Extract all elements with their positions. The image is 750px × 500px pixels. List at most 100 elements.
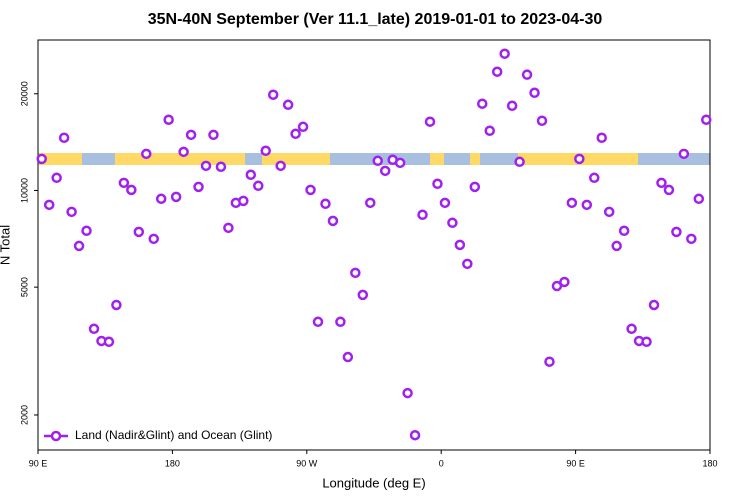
x-tick-label: 90 E bbox=[29, 458, 48, 468]
data-point bbox=[342, 351, 354, 363]
data-point bbox=[81, 225, 92, 237]
data-point bbox=[589, 172, 600, 184]
data-point bbox=[477, 98, 488, 109]
data-point bbox=[245, 169, 257, 181]
data-point bbox=[357, 289, 369, 301]
data-point bbox=[126, 184, 137, 196]
data-point bbox=[320, 198, 331, 210]
data-point bbox=[663, 184, 675, 196]
data-point bbox=[701, 114, 712, 125]
data-point bbox=[394, 157, 406, 169]
data-point bbox=[656, 177, 667, 189]
data-point bbox=[215, 161, 227, 173]
data-point bbox=[409, 429, 421, 441]
data-point bbox=[529, 87, 540, 99]
data-point bbox=[178, 146, 189, 158]
data-point bbox=[305, 184, 316, 196]
data-point bbox=[402, 387, 413, 399]
data-point bbox=[671, 226, 682, 238]
data-point bbox=[260, 145, 271, 157]
data-point bbox=[58, 132, 70, 143]
data-point bbox=[626, 323, 637, 335]
data-point bbox=[484, 125, 495, 137]
data-point bbox=[596, 132, 607, 143]
data-point bbox=[66, 206, 77, 218]
data-point bbox=[566, 197, 578, 209]
x-axis-label: Longitude (deg E) bbox=[322, 475, 425, 490]
data-point bbox=[282, 99, 294, 111]
x-tick-label: 90 E bbox=[566, 458, 585, 468]
data-point bbox=[499, 48, 510, 59]
data-point bbox=[686, 233, 697, 245]
data-point bbox=[447, 217, 458, 229]
data-point bbox=[379, 165, 391, 177]
y-tick-label: 2000 bbox=[19, 405, 29, 425]
data-point bbox=[148, 233, 159, 245]
data-point bbox=[417, 209, 428, 221]
data-point bbox=[544, 356, 555, 367]
data-point bbox=[521, 69, 533, 80]
data-point bbox=[581, 199, 593, 211]
data-point bbox=[424, 116, 436, 127]
data-point bbox=[103, 336, 115, 348]
data-point bbox=[88, 323, 100, 335]
y-tick-label: 5000 bbox=[19, 277, 29, 297]
land-band bbox=[262, 153, 330, 165]
y-axis-label: N Total bbox=[0, 225, 12, 265]
data-point bbox=[193, 181, 204, 193]
x-tick-label: 90 W bbox=[296, 458, 318, 468]
data-point bbox=[372, 155, 383, 167]
data-point bbox=[200, 160, 212, 172]
data-point bbox=[73, 240, 85, 252]
land-band bbox=[430, 153, 444, 165]
data-point bbox=[618, 225, 630, 237]
data-point bbox=[297, 121, 309, 133]
data-point bbox=[155, 193, 167, 205]
data-point bbox=[267, 89, 279, 100]
data-point bbox=[163, 114, 174, 125]
data-point bbox=[275, 160, 286, 172]
x-tick-label: 180 bbox=[165, 458, 180, 468]
data-point bbox=[603, 206, 615, 218]
x-tick-label: 180 bbox=[702, 458, 717, 468]
data-point bbox=[327, 215, 339, 227]
data-point bbox=[462, 258, 473, 270]
data-point bbox=[469, 181, 481, 193]
x-tick-label: 0 bbox=[439, 458, 444, 468]
data-point bbox=[223, 222, 234, 234]
data-point bbox=[678, 148, 690, 160]
data-point bbox=[238, 195, 249, 207]
data-point bbox=[574, 153, 585, 165]
data-point bbox=[51, 172, 62, 184]
data-point bbox=[491, 66, 503, 77]
data-point bbox=[335, 316, 346, 328]
land-band bbox=[470, 153, 480, 165]
y-tick-label: 10000 bbox=[19, 178, 29, 203]
data-point bbox=[290, 128, 301, 140]
data-point bbox=[185, 129, 197, 141]
land-band bbox=[38, 153, 82, 165]
data-point bbox=[551, 280, 563, 292]
data-point bbox=[611, 240, 622, 252]
data-point bbox=[693, 193, 705, 205]
data-point bbox=[350, 267, 361, 279]
y-tick-label: 20000 bbox=[19, 81, 29, 106]
data-point bbox=[432, 178, 443, 190]
data-point bbox=[253, 180, 264, 192]
data-point bbox=[36, 153, 47, 165]
data-point bbox=[43, 199, 55, 211]
data-point bbox=[559, 276, 570, 288]
data-point bbox=[133, 226, 145, 238]
data-point bbox=[454, 239, 466, 251]
data-point bbox=[208, 129, 219, 141]
data-point bbox=[536, 115, 548, 127]
data-point bbox=[170, 191, 182, 203]
data-point bbox=[365, 197, 376, 209]
data-point bbox=[312, 316, 324, 328]
data-point bbox=[514, 156, 525, 168]
data-point bbox=[111, 299, 122, 311]
data-point bbox=[118, 177, 130, 189]
legend-label: Land (Nadir&Glint) and Ocean (Glint) bbox=[75, 428, 272, 442]
